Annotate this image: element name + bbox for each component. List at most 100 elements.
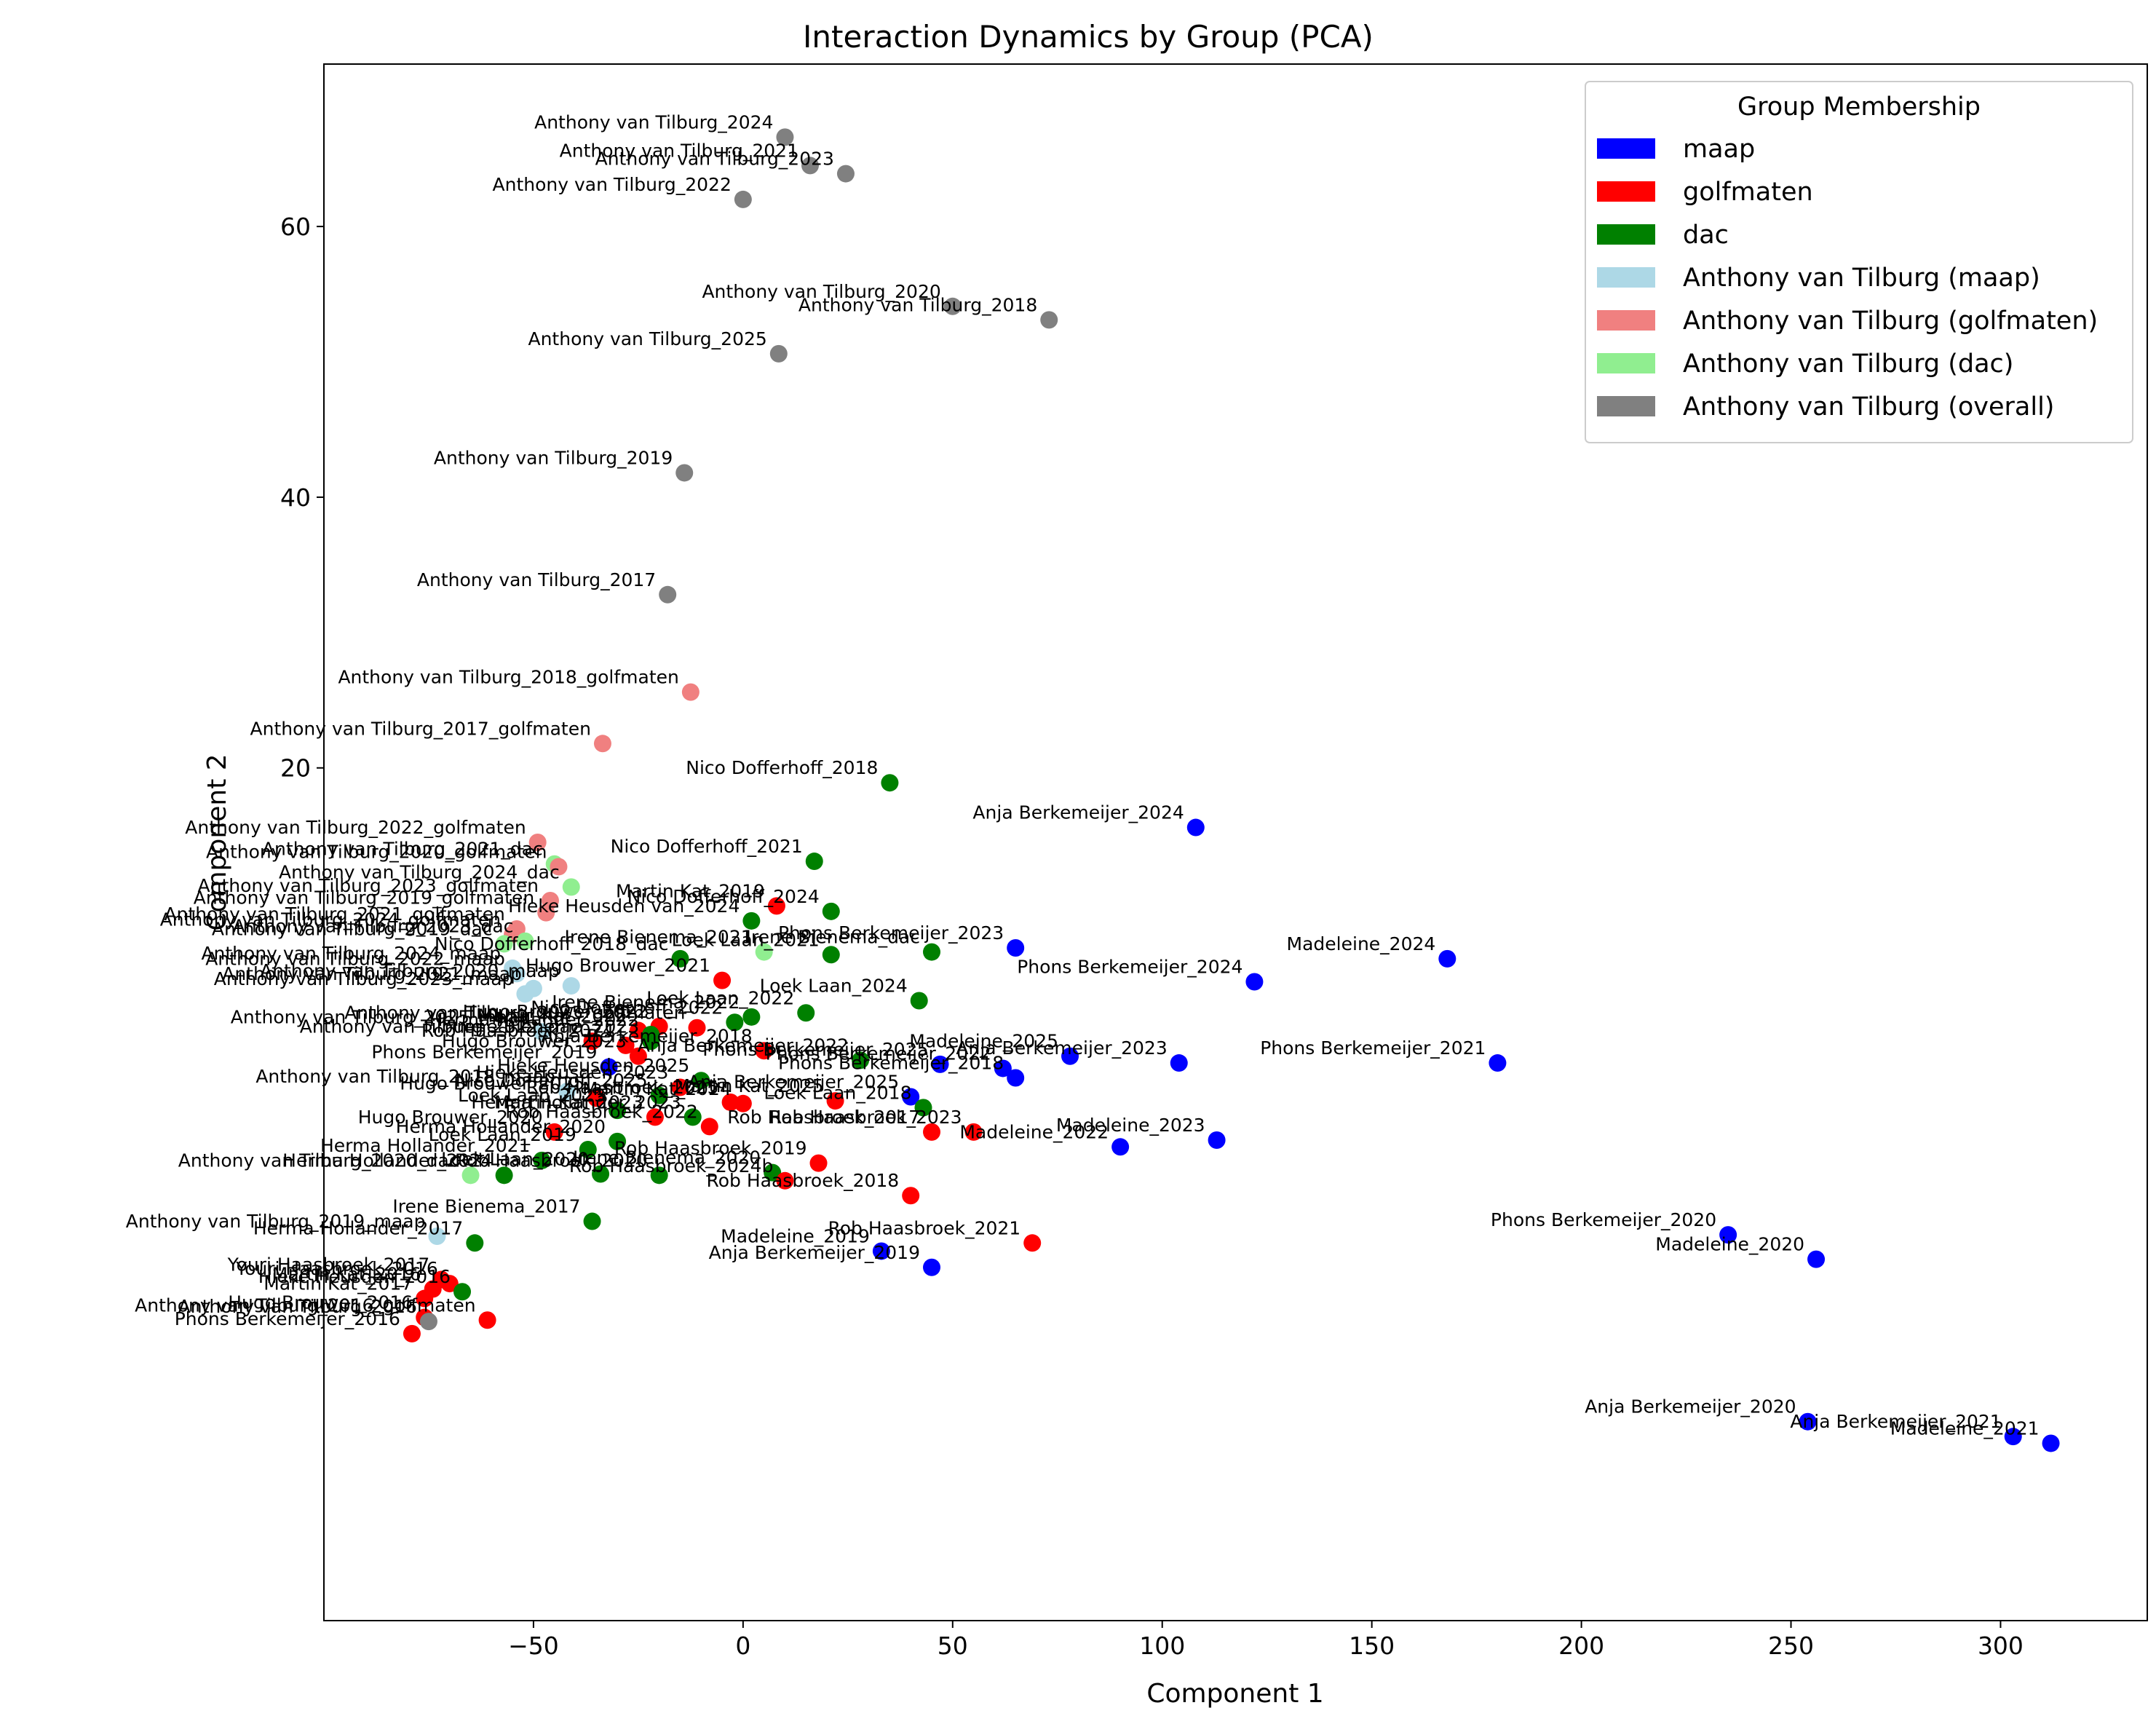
point-label: Anthony van Tilburg_2020 xyxy=(702,281,940,302)
data-point xyxy=(592,1165,610,1183)
data-point xyxy=(440,1275,459,1293)
point-label: Herma Hollander_2017 xyxy=(253,1217,463,1238)
data-point xyxy=(755,943,773,961)
point-label: Rob Haasbroek_2018 xyxy=(707,1170,900,1191)
legend-entry-label: dac xyxy=(1683,221,1729,250)
point-label: Irene Bienema_2021 xyxy=(564,927,752,948)
data-point xyxy=(1489,1054,1507,1072)
point-label: Hieke Heusden_2025 xyxy=(497,1055,689,1076)
legend-entry-label: Anthony van Tilburg (dac) xyxy=(1683,349,2013,379)
data-point xyxy=(671,1078,689,1096)
data-point xyxy=(587,1089,606,1107)
point-label: Anthony van Tilburg_2021_maap xyxy=(222,963,522,984)
point-label: Nico Dofferhoff_2024 xyxy=(627,886,820,907)
data-point xyxy=(579,1141,597,1159)
data-point xyxy=(533,1023,551,1041)
data-point xyxy=(1170,1054,1188,1072)
data-point xyxy=(2042,1434,2060,1452)
data-point xyxy=(881,774,899,792)
legend-swatch xyxy=(1597,181,1655,202)
data-point xyxy=(671,949,689,968)
point-label: Anthony van Tilburg_2018 xyxy=(798,294,1037,315)
point-label: Anthony van Tilburg_2022_maap xyxy=(205,948,505,969)
data-point xyxy=(617,1036,635,1054)
data-point xyxy=(923,1258,940,1276)
data-point xyxy=(742,912,761,930)
point-label: Rob Haasbroek_2019 xyxy=(614,1138,807,1159)
point-label: Phons Berkemeijer_2025 xyxy=(702,1039,928,1060)
legend: Group Membership maap golfmaten dac Anthony… xyxy=(1585,81,2133,443)
point-label: Anthony van Tilburg_2021_golfmaten xyxy=(164,903,504,925)
point-label: Anthony van Tilburg_2025 xyxy=(528,328,766,349)
data-point xyxy=(872,1242,890,1260)
legend-entry-label: golfmaten xyxy=(1683,178,1813,207)
data-point xyxy=(734,1094,752,1112)
legend-swatch xyxy=(1597,353,1655,373)
data-point xyxy=(700,1118,718,1136)
point-label: Madeleine_2025 xyxy=(909,1031,1058,1052)
point-label: Hugo Brouwer_2023 xyxy=(442,1031,627,1052)
point-label: Rob Haasbroek_2017 xyxy=(727,1107,920,1128)
point-label: Loek Laan_2019 xyxy=(429,1124,576,1145)
data-point xyxy=(994,1059,1012,1078)
point-label: Hugo Brouwer_2021 xyxy=(526,955,710,976)
point-label: Anthony van Tilburg_2018_maap xyxy=(255,1066,555,1087)
data-point xyxy=(681,683,699,701)
data-point xyxy=(923,943,940,961)
point-label: Anthony van Tilburg_2017_golfmaten xyxy=(250,718,591,739)
data-point xyxy=(1245,973,1264,991)
point-label: Phons Berkemeijer_2016 xyxy=(175,1308,400,1329)
point-label: Anthony van Tilburg_2024_maap xyxy=(201,943,501,964)
plot-frame xyxy=(323,63,2148,1621)
data-point xyxy=(562,977,580,995)
point-label: Martin Kat_2019 xyxy=(616,880,765,901)
point-label: Anthony van Tilburg_2020_dac xyxy=(178,1150,459,1171)
point-label: Anthony van Tilburg_2020_golfmaten xyxy=(206,841,547,862)
point-label: Rob Haasbroek_2020 xyxy=(455,1150,648,1171)
data-point xyxy=(403,1324,421,1343)
point-label: Anthony van Tilburg_2024_dac xyxy=(279,861,560,882)
data-point xyxy=(537,903,555,922)
data-point xyxy=(914,1099,932,1117)
data-point xyxy=(495,935,513,953)
point-label: Hugo Brouwer_2022 xyxy=(463,1001,648,1022)
data-point xyxy=(600,1058,618,1076)
data-point xyxy=(609,1132,627,1150)
data-point xyxy=(516,985,534,1003)
data-point xyxy=(545,1123,563,1141)
point-label: Anja Berkemeijer_2024 xyxy=(972,802,1184,823)
point-label: Hugo Brouwer_2020 xyxy=(358,1107,543,1128)
data-point xyxy=(646,1108,664,1126)
data-point xyxy=(1007,1069,1025,1087)
legend-entry-label: Anthony van Tilburg (overall) xyxy=(1683,392,2054,422)
point-label: Anthony van Tilburg_2022_dac xyxy=(300,1016,581,1037)
data-point xyxy=(650,1086,668,1104)
y-axis-ticks: 20 40 60 xyxy=(280,213,324,783)
data-point xyxy=(767,897,785,915)
data-point xyxy=(713,971,732,989)
data-point xyxy=(721,1093,740,1111)
chart-title: Interaction Dynamics by Group (PCA) xyxy=(803,19,1374,55)
point-label: Anthony van Tilburg_2020_maap xyxy=(260,960,560,981)
point-label: Madeleine_2021 xyxy=(1890,1417,2040,1439)
legend-entry-label: Anthony van Tilburg (maap) xyxy=(1683,264,2040,293)
data-point xyxy=(528,834,547,851)
point-label: Martin Kat_2022 xyxy=(477,1005,627,1026)
point-label: Youri Haasbroek_2017 xyxy=(227,1254,430,1275)
data-point xyxy=(910,992,928,1010)
data-point xyxy=(1799,1412,1817,1431)
point-label: Loek Laan_2022 xyxy=(646,987,794,1008)
point-label: Rob Haasbroek_2025 xyxy=(526,1077,719,1098)
data-point xyxy=(688,1019,706,1037)
data-point xyxy=(826,1092,844,1110)
point-label: Phons Berkemeijer_2022 xyxy=(766,1043,991,1064)
data-point xyxy=(466,1234,484,1252)
data-point xyxy=(852,1051,870,1069)
point-label: Madeleine_2019 xyxy=(721,1225,870,1246)
point-label: Anthony van Tilburg_2016 xyxy=(178,1296,417,1317)
data-point xyxy=(675,464,694,482)
point-label: Anthony van Tilburg_2024_golfmaten xyxy=(160,909,501,930)
data-point xyxy=(650,1166,668,1185)
point-label: Anja Berkemeijer_2020 xyxy=(1585,1396,1796,1417)
points-layer xyxy=(403,128,2060,1452)
